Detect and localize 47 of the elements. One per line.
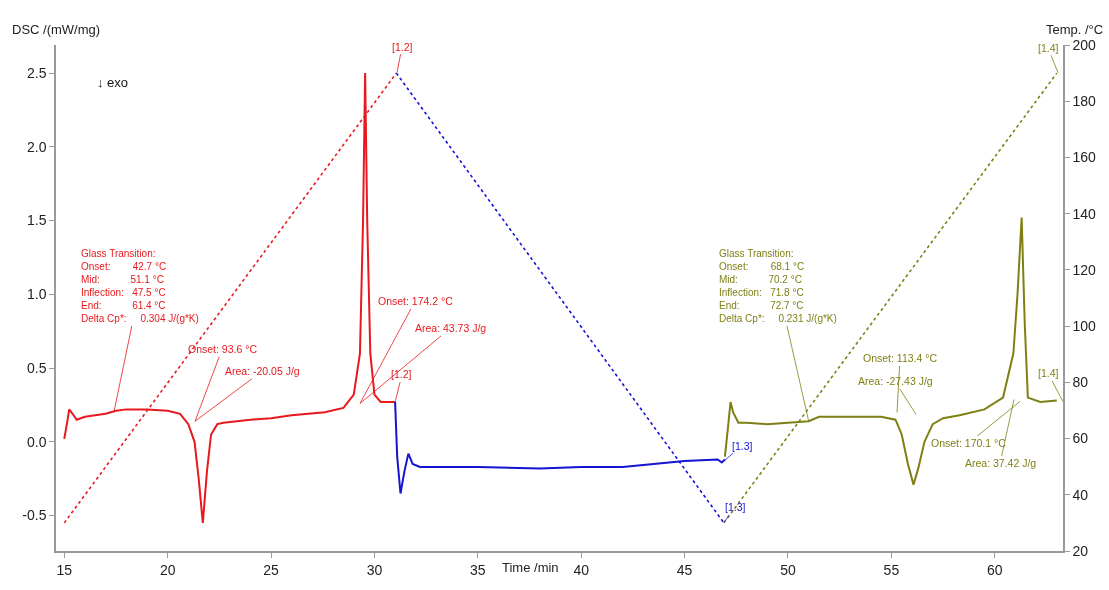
annotation: ↓ exo: [97, 75, 129, 90]
annotation: [1.3]: [725, 501, 746, 513]
y-tick-label: 0.5: [26, 359, 47, 376]
annotation: Area: -20.05 J/g: [225, 365, 300, 377]
x-tick-label: 25: [263, 561, 280, 578]
y2-tick-label: 200: [1072, 36, 1097, 53]
annotation: Area: -27.43 J/g: [858, 375, 933, 387]
y-tick-label: 2.0: [26, 138, 47, 155]
y-tick-label: 1.5: [26, 212, 47, 229]
x-axis-title: Time /min: [502, 560, 559, 575]
annotation: [1.2]: [391, 368, 412, 380]
x-tick-label: 15: [56, 561, 73, 578]
x-tick-label: 45: [676, 561, 693, 578]
x-tick-label: 35: [470, 561, 486, 578]
y2-tick-label: 100: [1072, 318, 1097, 335]
y2-tick-label: 120: [1072, 261, 1097, 278]
annotation: Onset: 170.1 °C: [931, 437, 1007, 449]
y2-axis-title: Temp. /°C: [1046, 22, 1104, 37]
annotation: Glass Transition: Onset: 68.1 °C Mid: 70.2 °C Inflection: 71.8 °C End: 72.7 °C Delta Cp*: 0.231 J/(g*K): [719, 248, 837, 324]
x-tick-label: 60: [986, 561, 1003, 578]
annotation: Area: 37.42 J/g: [965, 457, 1037, 469]
y-tick-label: 2.5: [26, 64, 47, 81]
annotation: Area: 43.73 J/g: [415, 322, 487, 334]
y2-tick-label: 140: [1072, 205, 1097, 222]
annotation: [1.3]: [732, 440, 753, 452]
annotation: Onset: 93.6 °C: [188, 343, 258, 355]
x-tick-label: 20: [159, 561, 176, 578]
y2-tick-label: 60: [1072, 430, 1089, 447]
annotation: [1.4]: [1038, 367, 1059, 379]
y-axis-title: DSC /(mW/mg): [12, 22, 101, 37]
y2-tick-label: 20: [1072, 542, 1089, 559]
x-tick-label: 50: [780, 561, 796, 578]
annotation: [1.2]: [392, 41, 413, 53]
x-tick-label: 55: [883, 561, 900, 578]
y2-tick-label: 180: [1072, 93, 1097, 110]
x-tick-label: 30: [366, 561, 383, 578]
x-tick-label: 40: [573, 561, 590, 578]
y2-tick-label: 40: [1072, 486, 1089, 503]
y2-tick-label: 160: [1072, 149, 1097, 166]
annotation: Onset: 113.4 °C: [863, 352, 938, 364]
y-tick-label: -0.5: [22, 507, 47, 524]
y-tick-label: 0.0: [26, 433, 47, 450]
annotation: Glass Transition: Onset: 42.7 °C Mid: 51.1 °C Inflection: 47.5 °C End: 61.4 °C Delta Cp*: 0.304 J/(g*K): [81, 248, 199, 324]
y-tick-label: 1.0: [26, 286, 47, 303]
y2-tick-label: 80: [1072, 374, 1089, 391]
annotation: Onset: 174.2 °C: [378, 295, 454, 307]
annotation: [1.4]: [1038, 42, 1059, 54]
